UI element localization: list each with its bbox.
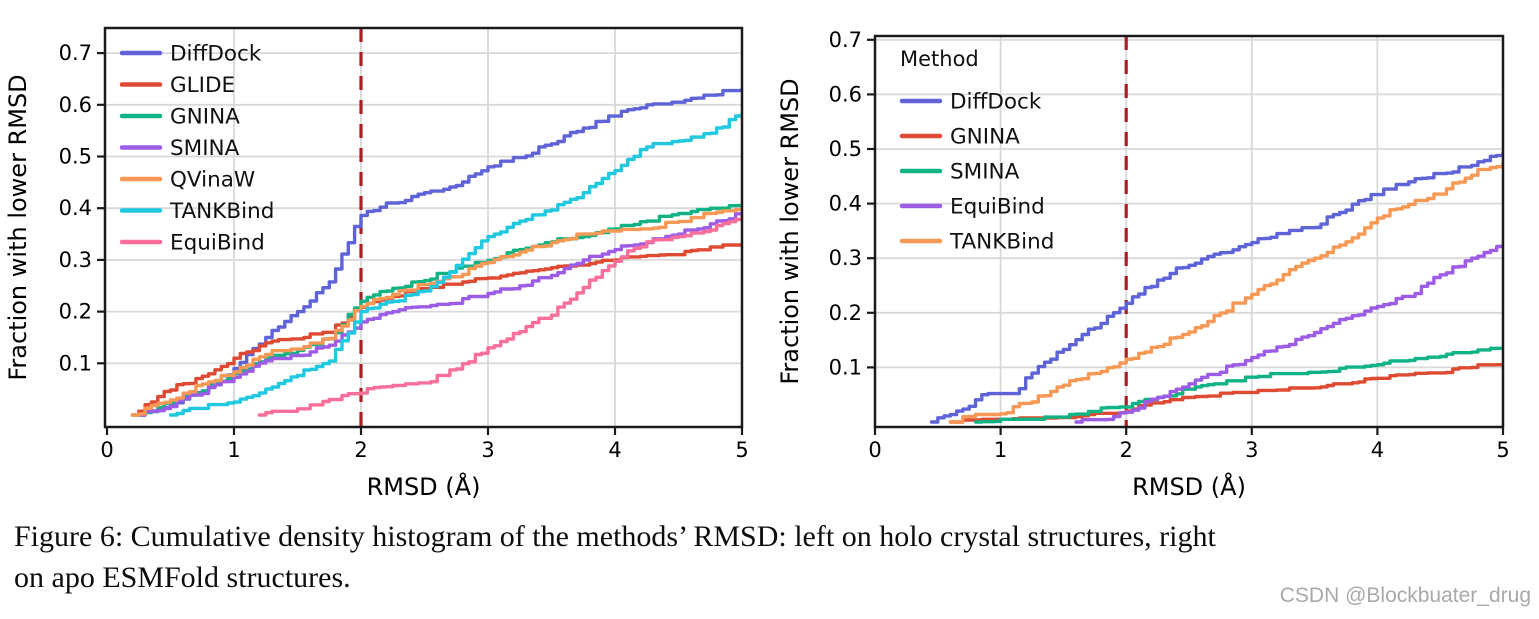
x-tick-label: 5 xyxy=(1496,438,1509,462)
legend-label-gnina: GNINA xyxy=(170,105,240,130)
legend-label-glide: GLIDE xyxy=(170,73,235,98)
y-tick-label: 0.3 xyxy=(59,248,92,272)
caption-line-2: on apo ESMFold structures. xyxy=(14,561,351,594)
curve-qvinaw xyxy=(130,206,742,417)
legend-label-equibind: EquiBind xyxy=(950,195,1045,220)
y-tick-label: 0.3 xyxy=(829,246,862,270)
y-axis-label: Fraction with lower RMSD xyxy=(4,74,32,380)
y-tick-label: 0.2 xyxy=(829,301,862,325)
figure-caption: Figure 6: Cumulative density histogram o… xyxy=(14,516,1530,598)
curve-smina xyxy=(973,346,1503,424)
x-tick-label: 1 xyxy=(994,438,1007,462)
curve-equibind xyxy=(1074,242,1503,424)
curve-tankbind xyxy=(168,111,742,417)
curve-glide xyxy=(130,242,742,417)
x-tick-label: 4 xyxy=(1371,438,1384,462)
y-tick-label: 0.1 xyxy=(59,351,92,375)
y-tick-label: 0.1 xyxy=(829,355,862,379)
x-tick-label: 2 xyxy=(354,438,367,462)
y-tick-label: 0.4 xyxy=(829,192,862,216)
x-tick-label: 5 xyxy=(735,438,748,462)
y-tick-label: 0.6 xyxy=(829,82,862,106)
x-axis-label: RMSD (Å) xyxy=(1132,472,1246,501)
y-tick-label: 0.5 xyxy=(829,137,862,161)
curve-diffdock xyxy=(137,87,742,417)
legend-label-tankbind: TANKBind xyxy=(169,199,274,224)
legend-label-smina: SMINA xyxy=(170,136,240,161)
caption-line-1: Figure 6: Cumulative density histogram o… xyxy=(14,520,1216,553)
legend-label-diffdock: DiffDock xyxy=(170,42,262,67)
y-axis-label: Fraction with lower RMSD xyxy=(776,78,804,384)
watermark: CSDN @Blockbuater_drug xyxy=(1279,584,1531,607)
x-tick-label: 2 xyxy=(1120,438,1133,462)
x-axis-label: RMSD (Å) xyxy=(367,472,481,501)
x-tick-label: 3 xyxy=(481,438,494,462)
legend-label-smina: SMINA xyxy=(950,160,1020,185)
legend-label-equibind: EquiBind xyxy=(170,231,265,256)
y-tick-label: 0.5 xyxy=(59,145,92,169)
x-tick-label: 1 xyxy=(227,438,240,462)
y-tick-label: 0.7 xyxy=(59,41,92,65)
x-tick-label: 0 xyxy=(868,438,881,462)
plot-frame xyxy=(873,34,1505,429)
legend-label-gnina: GNINA xyxy=(950,125,1020,150)
legend-label-qvinaw: QVinaW xyxy=(170,168,255,193)
curve-diffdock xyxy=(929,151,1503,424)
chart-holo-crystal: 0 1 2 3 4 5 0.1 0.2 0.3 0.4 0.5 0.6 0.7 RMSD (Å) Fract… xyxy=(4,26,749,501)
y-tick-label: 0.7 xyxy=(829,28,862,52)
curve-equibind xyxy=(257,215,742,417)
y-tick-label: 0.6 xyxy=(59,93,92,117)
x-tick-label: 4 xyxy=(608,438,621,462)
y-tick-label: 0.4 xyxy=(59,196,92,220)
legend-title: Method xyxy=(900,47,979,71)
curve-tankbind xyxy=(948,161,1503,424)
x-tick-label: 0 xyxy=(100,438,113,462)
legend-label-diffdock: DiffDock xyxy=(950,90,1042,115)
x-tick-label: 3 xyxy=(1245,438,1258,462)
legend-label-tankbind: TANKBind xyxy=(949,230,1054,255)
chart-apo-esmfold: 0 1 2 3 4 5 0.1 0.2 0.3 0.4 0.5 0.6 0.7 RMSD (Å) Fract… xyxy=(776,28,1510,501)
y-tick-label: 0.2 xyxy=(59,300,92,324)
plot-frame xyxy=(103,26,744,429)
